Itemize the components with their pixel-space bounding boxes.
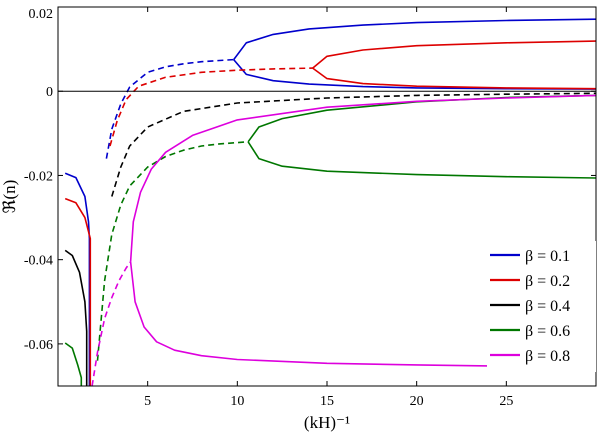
legend-label: β = 0.2 <box>525 273 570 290</box>
series-line-3-segment-2 <box>111 92 596 197</box>
legend-label: β = 0.1 <box>525 248 570 265</box>
series-line-2-segment-2 <box>109 67 313 147</box>
series-line-5-segment-3 <box>129 261 596 368</box>
series-line-2-segment-3 <box>312 40 596 69</box>
series-line-1-segment-3 <box>233 18 596 61</box>
legend-box <box>487 241 596 372</box>
series-line-5-segment-2 <box>129 94 596 262</box>
series-line-2-segment-4 <box>312 67 596 90</box>
series-line-4-segment-4 <box>247 94 596 143</box>
y-tick-label: 0 <box>46 85 53 100</box>
series-line-4-segment-2 <box>96 141 249 361</box>
x-axis-label: (kH)⁻¹ <box>304 413 350 432</box>
x-tick-label: 20 <box>410 394 424 409</box>
series-line-1-segment-2 <box>105 58 234 159</box>
y-tick-label: -0.04 <box>24 254 53 269</box>
series-line-1-segment-4 <box>233 59 596 90</box>
x-tick-label: 25 <box>499 394 513 409</box>
x-tick-label: 5 <box>144 394 151 409</box>
series-line-4-segment-1 <box>64 342 83 386</box>
series-line-2-segment-1 <box>64 197 92 386</box>
ticks: 5 10 15 20 25 -0.06 -0.04 -0.02 0 0.02 <box>24 6 596 409</box>
y-tick-label: 0.02 <box>29 7 54 22</box>
y-tick-label: -0.02 <box>24 169 53 184</box>
series-line-5-segment-1 <box>91 261 132 386</box>
series-group <box>64 18 596 386</box>
series-line-3-segment-1 <box>64 249 88 386</box>
legend-label: β = 0.8 <box>525 348 570 365</box>
y-axis-label: ℜ(n) <box>0 180 19 214</box>
legend-label: β = 0.6 <box>525 323 570 340</box>
legend: β = 0.1 β = 0.2 β = 0.4 β = 0.6 β = 0.8 <box>487 241 596 372</box>
legend-label: β = 0.4 <box>525 298 570 315</box>
series-line-1-segment-1 <box>64 172 91 386</box>
x-tick-label: 15 <box>320 394 334 409</box>
x-tick-label: 10 <box>230 394 244 409</box>
series-line-4-segment-3 <box>247 141 596 179</box>
y-tick-label: -0.06 <box>24 338 53 353</box>
